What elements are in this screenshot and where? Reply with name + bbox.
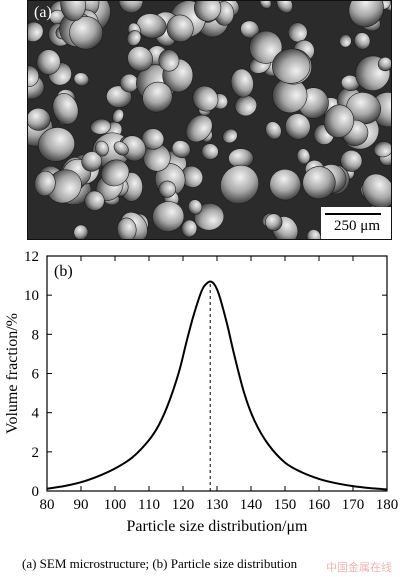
- x-tick-label: 160: [308, 497, 331, 513]
- sem-particle: [269, 168, 302, 201]
- x-tick-label: 150: [274, 497, 297, 513]
- sem-particle: [60, 1, 86, 22]
- sem-particle: [116, 217, 137, 239]
- sem-particle: [81, 151, 103, 172]
- panel-b-label: (b): [54, 263, 73, 280]
- panel-a-label: (a): [34, 4, 52, 21]
- sem-particle: [264, 213, 283, 231]
- sem-particle: [354, 32, 371, 50]
- sem-particle: [302, 166, 336, 200]
- x-tick-label: 120: [172, 497, 195, 513]
- sem-particle: [52, 93, 79, 125]
- x-axis-label: Particle size distribution/μm: [127, 518, 309, 535]
- sem-particle: [38, 127, 75, 162]
- sem-particle: [120, 135, 146, 162]
- sem-particle: [187, 199, 203, 215]
- sem-particle: [276, 1, 293, 14]
- x-tick-label: 180: [376, 497, 399, 513]
- x-tick-label: 90: [74, 497, 89, 513]
- y-tick-label: 0: [32, 484, 40, 500]
- sem-particle: [296, 148, 311, 165]
- sem-particle: [192, 85, 219, 112]
- watermark-text: 中国金属在线: [326, 561, 392, 574]
- sem-particle: [194, 1, 222, 22]
- sem-particle: [152, 201, 185, 232]
- particle-size-chart: 80 90 100 110 120 130 140 150 160 170 180 0 2 4 6 8 10 12…: [4, 249, 399, 535]
- sem-particle: [126, 30, 142, 47]
- x-tick-label: 100: [104, 497, 127, 513]
- sem-particle: [222, 128, 238, 144]
- sem-particle: [73, 224, 89, 239]
- x-tick-label: 80: [40, 497, 55, 513]
- sem-particle: [181, 219, 198, 238]
- sem-particle: [118, 1, 144, 14]
- sem-particle: [220, 164, 260, 205]
- sem-particle: [141, 128, 165, 150]
- sem-particle: [73, 72, 90, 87]
- sem-particle: [158, 180, 176, 198]
- sem-particle: [34, 170, 56, 197]
- y-tick-label: 2: [32, 445, 40, 461]
- sem-particle: [46, 169, 82, 204]
- sem-particle: [259, 1, 272, 9]
- sem-particle: [166, 14, 194, 43]
- sem-particle: [112, 108, 124, 123]
- x-tick-label: 110: [138, 497, 160, 513]
- sem-particle: [230, 68, 254, 98]
- sem-particle: [158, 49, 180, 72]
- sem-particle: [28, 65, 40, 87]
- distribution-curve: [46, 280, 388, 491]
- sem-particle: [373, 141, 391, 158]
- y-tick-label: 8: [32, 327, 40, 343]
- scale-bar-label: 250 μm: [331, 218, 383, 234]
- figure-caption: (a) SEM microstructure; (b) Particle siz…: [22, 556, 298, 571]
- sem-particle: [240, 20, 260, 39]
- sem-particle: [28, 107, 51, 131]
- sem-particle: [285, 113, 311, 140]
- sem-particle: [201, 143, 219, 160]
- sem-particle: [265, 121, 282, 140]
- sem-particle: [90, 118, 111, 135]
- sem-particle: [127, 46, 153, 72]
- scale-bar-line: [325, 213, 381, 215]
- sem-particle: [113, 141, 129, 156]
- sem-particle: [95, 140, 109, 157]
- x-tick-label: 170: [342, 497, 365, 513]
- y-axis-label: Volume fraction/%: [4, 313, 21, 434]
- y-tick-label: 10: [24, 288, 39, 304]
- sem-particle: [171, 140, 191, 159]
- sem-particle: [348, 1, 384, 28]
- sem-particle: [362, 173, 391, 209]
- sem-particle: [340, 149, 363, 172]
- sem-particle: [180, 165, 204, 188]
- sem-particle: [136, 13, 167, 39]
- sem-particle: [306, 229, 321, 239]
- sem-particle: [249, 30, 283, 64]
- sem-particle: [323, 104, 354, 138]
- sem-particle: [84, 190, 105, 211]
- sem-particle: [377, 56, 391, 72]
- sem-particle: [272, 48, 311, 84]
- sem-particle: [185, 114, 213, 143]
- y-tick-label: 6: [32, 367, 40, 383]
- sem-micrograph: (a) 250 μm: [27, 0, 392, 240]
- sem-particle: [28, 21, 44, 43]
- sem-particle: [69, 16, 103, 50]
- sem-particles-image: [28, 1, 391, 239]
- x-tick-label: 130: [206, 497, 229, 513]
- sem-particle: [119, 73, 139, 93]
- x-tick-label: 140: [240, 497, 263, 513]
- sem-particle: [36, 49, 61, 75]
- y-tick-label: 12: [24, 249, 39, 265]
- sem-particle: [100, 159, 130, 187]
- sem-particle: [142, 81, 173, 113]
- sem-particle: [339, 34, 352, 48]
- y-tick-label: 4: [32, 406, 40, 422]
